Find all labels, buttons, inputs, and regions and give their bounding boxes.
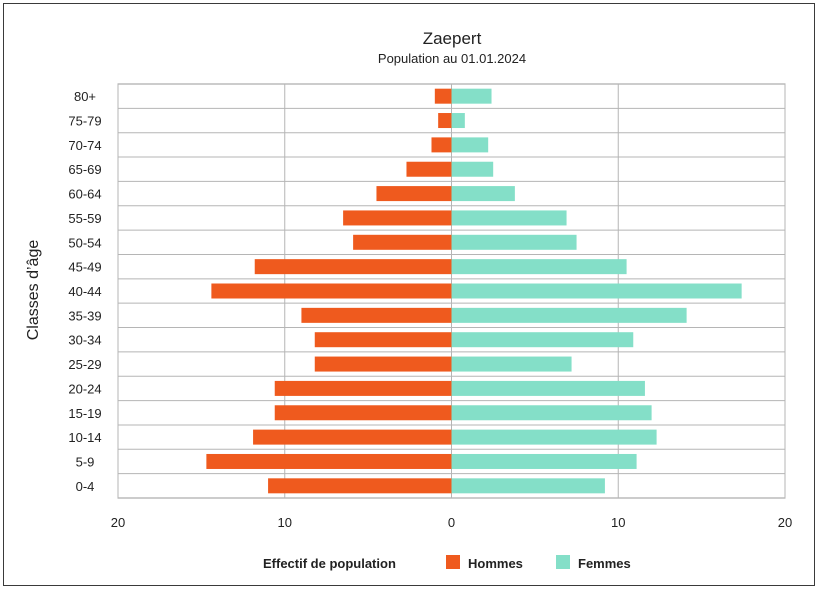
bar-femmes-55-59	[451, 210, 567, 226]
x-tick-label: 0	[448, 515, 455, 530]
bar-hommes-30-34	[314, 332, 452, 348]
bar-hommes-65-69	[406, 161, 452, 177]
bar-hommes-5-9	[206, 453, 452, 469]
bar-hommes-55-59	[343, 210, 452, 226]
category-label: 10-14	[68, 430, 101, 445]
bar-femmes-10-14	[451, 429, 657, 445]
bar-hommes-0-4	[268, 478, 452, 494]
bar-hommes-25-29	[314, 356, 452, 372]
category-label: 45-49	[68, 260, 101, 275]
bar-femmes-35-39	[451, 307, 687, 323]
bar-femmes-20-24	[451, 380, 645, 396]
legend-swatch-femmes	[556, 555, 570, 569]
category-label: 5-9	[76, 454, 95, 469]
category-label: 30-34	[68, 333, 101, 348]
bar-femmes-70-74	[451, 137, 489, 153]
bar-femmes-65-69	[451, 161, 494, 177]
category-label: 0-4	[76, 479, 95, 494]
category-label: 40-44	[68, 284, 101, 299]
bar-femmes-80plus	[451, 88, 492, 104]
chart-title: Zaepert	[423, 29, 482, 48]
category-label: 50-54	[68, 235, 101, 250]
category-label: 75-79	[68, 114, 101, 129]
bar-femmes-25-29	[451, 356, 572, 372]
bar-hommes-15-19	[274, 405, 452, 421]
legend-label-hommes: Hommes	[468, 556, 523, 571]
category-label: 25-29	[68, 357, 101, 372]
category-label: 20-24	[68, 381, 101, 396]
category-label: 70-74	[68, 138, 101, 153]
x-tick-labels: 20 10 0 10 20	[111, 515, 792, 530]
category-label: 80+	[74, 89, 96, 104]
bar-hommes-40-44	[211, 283, 452, 299]
category-label: 65-69	[68, 162, 101, 177]
y-axis-label: Classes d’âge	[25, 240, 42, 341]
bar-hommes-50-54	[353, 234, 452, 250]
bar-hommes-70-74	[431, 137, 452, 153]
bar-femmes-50-54	[451, 234, 577, 250]
legend: Effectif de population Hommes Femmes	[263, 555, 631, 571]
x-tick-label: 20	[778, 515, 792, 530]
bar-femmes-0-4	[451, 478, 605, 494]
bar-hommes-35-39	[301, 307, 452, 323]
legend-swatch-hommes	[446, 555, 460, 569]
bar-hommes-20-24	[274, 380, 452, 396]
bar-hommes-10-14	[253, 429, 452, 445]
category-label: 15-19	[68, 406, 101, 421]
bar-femmes-40-44	[451, 283, 742, 299]
x-tick-label: 20	[111, 515, 125, 530]
category-label: 35-39	[68, 308, 101, 323]
bar-femmes-60-64	[451, 186, 515, 202]
bars	[206, 88, 742, 494]
x-tick-label: 10	[611, 515, 625, 530]
legend-label-femmes: Femmes	[578, 556, 631, 571]
bar-femmes-75-79	[451, 113, 465, 129]
bar-hommes-75-79	[438, 113, 452, 129]
bar-femmes-30-34	[451, 332, 634, 348]
category-label: 60-64	[68, 187, 101, 202]
bar-femmes-5-9	[451, 453, 637, 469]
x-tick-label: 10	[278, 515, 292, 530]
bar-hommes-80plus	[434, 88, 452, 104]
category-labels: 80+ 75-79 70-74 65-69 60-64 55-59 50-54 45-49 40…	[68, 89, 101, 494]
category-label: 55-59	[68, 211, 101, 226]
bar-femmes-15-19	[451, 405, 652, 421]
chart-subtitle: Population au 01.01.2024	[378, 51, 526, 66]
legend-title: Effectif de population	[263, 556, 396, 571]
bar-femmes-45-49	[451, 259, 627, 275]
bar-hommes-45-49	[254, 259, 452, 275]
bar-hommes-60-64	[376, 186, 452, 202]
grid	[117, 83, 786, 499]
